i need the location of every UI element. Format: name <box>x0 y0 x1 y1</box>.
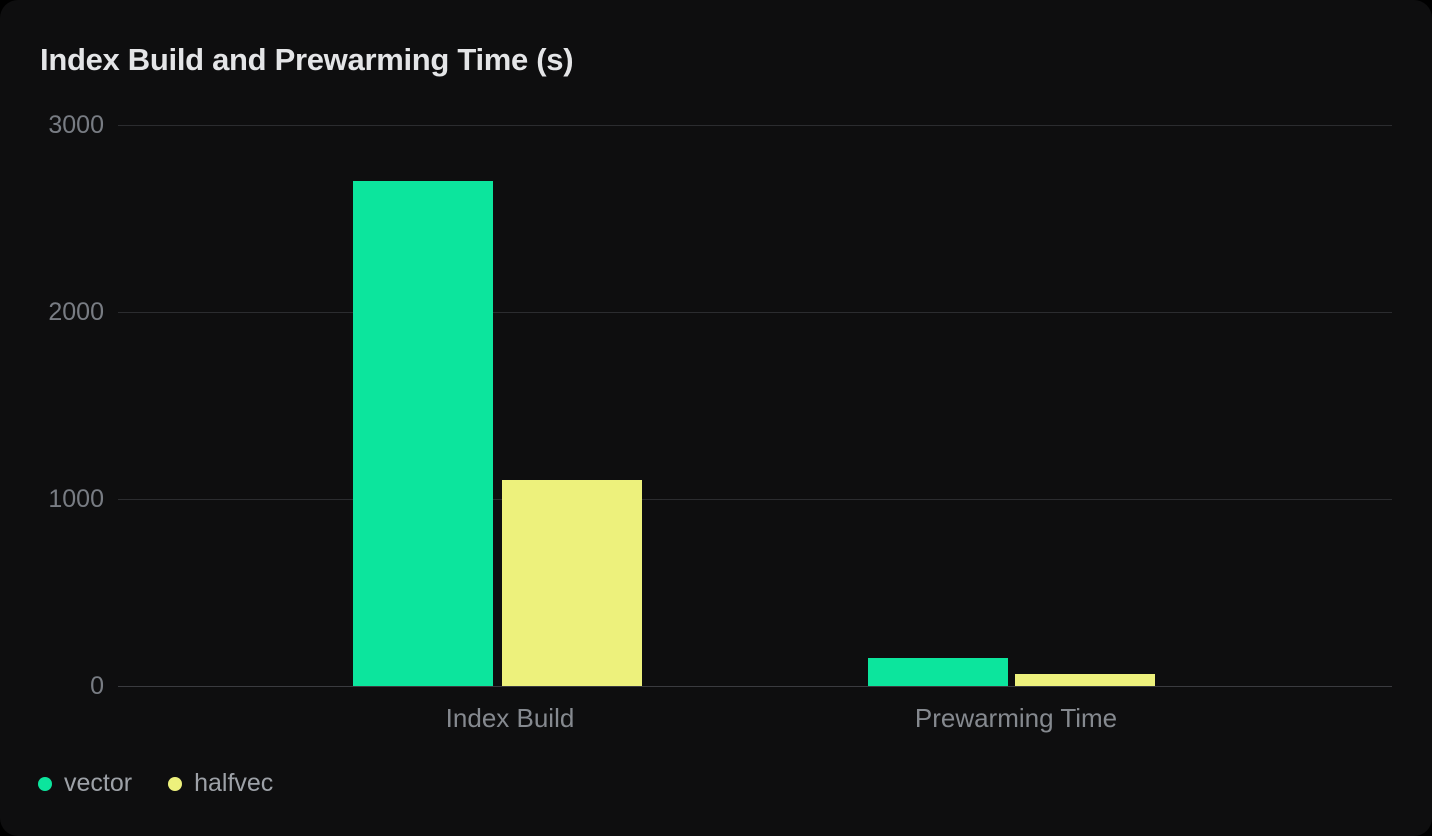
bar-halfvec-prewarming-time[interactable] <box>1015 673 1155 686</box>
gridline <box>118 312 1392 313</box>
y-tick-label: 1000 <box>48 485 104 513</box>
x-category-label: Prewarming Time <box>914 703 1118 733</box>
legend-item-halfvec[interactable]: halfvec <box>168 769 273 798</box>
halfvec-swatch-icon <box>168 776 183 791</box>
vector-swatch-icon <box>38 776 52 791</box>
legend-label-vector: vector <box>64 769 133 797</box>
x-category-label: Index Build <box>445 703 575 733</box>
gridline <box>118 499 1392 500</box>
bar-vector-prewarming-time[interactable] <box>868 657 1008 686</box>
axis-baseline <box>118 686 1392 687</box>
chart-title: Index Build and Prewarming Time (s) <box>40 42 574 77</box>
legend: vector halfvec <box>38 769 273 798</box>
legend-label-halfvec: halfvec <box>194 769 274 797</box>
bar-vector-index-build[interactable] <box>353 181 493 686</box>
y-tick-label: 3000 <box>48 111 104 139</box>
bar-halfvec-index-build[interactable] <box>502 480 642 686</box>
legend-item-vector[interactable]: vector <box>38 769 132 798</box>
gridline <box>118 125 1392 126</box>
y-tick-label: 0 <box>90 672 104 700</box>
plot-area <box>118 125 1392 687</box>
y-tick-label: 2000 <box>48 298 104 326</box>
